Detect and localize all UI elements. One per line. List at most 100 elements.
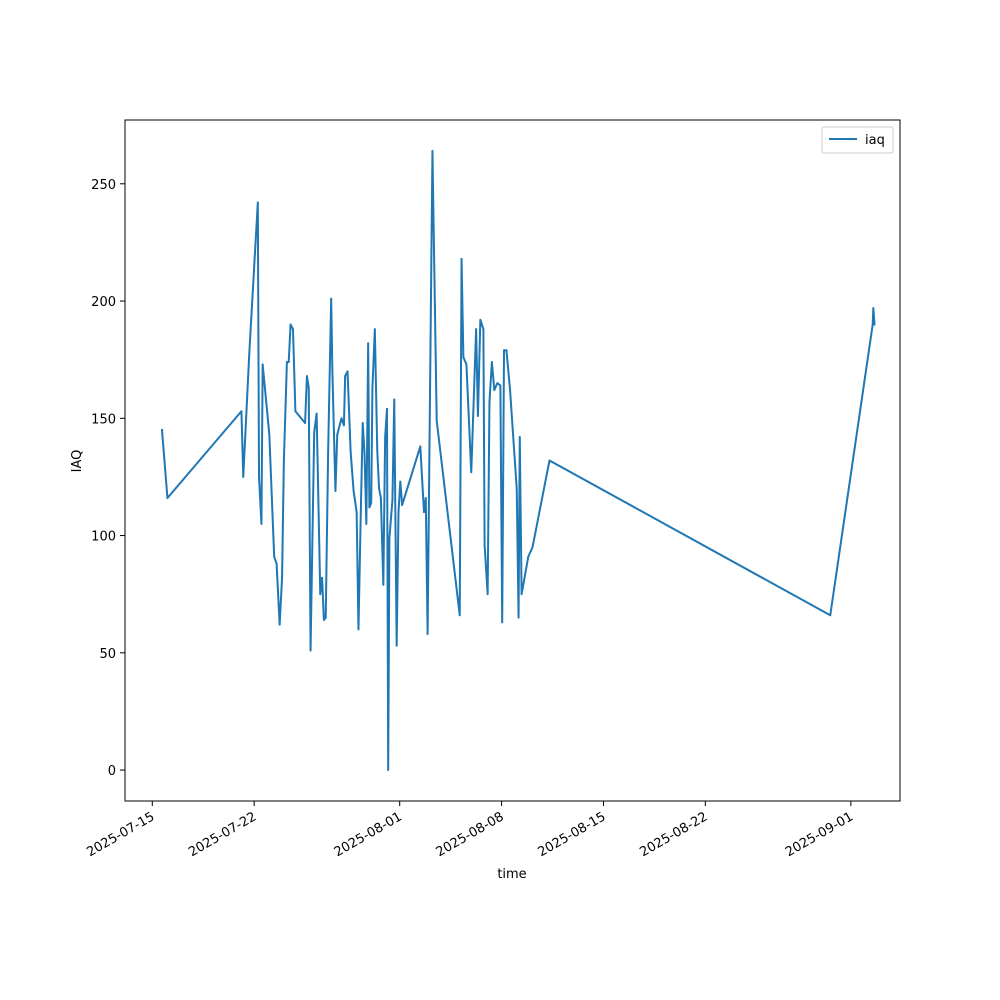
data-point [483,544,486,546]
data-point [460,257,463,260]
legend-label-iaq: iaq [865,133,885,148]
data-point [261,363,264,366]
data-point [401,504,404,506]
data-point [499,384,502,387]
y-tick-label: 150 [91,412,116,427]
data-point [388,536,391,539]
data-point [349,450,352,453]
data-point [294,410,297,413]
data-point [346,370,349,373]
x-axis-label: time [497,867,526,882]
data-point [518,436,521,438]
legend: iaq [821,126,894,154]
data-point [501,621,504,624]
data-point [465,363,468,366]
data-point [399,480,402,483]
data-point [871,323,874,326]
data-point [282,459,285,462]
data-point [515,487,518,490]
legend-box [821,126,894,154]
y-tick-label: 250 [91,178,116,193]
data-point [368,506,371,509]
data-point [357,628,360,631]
data-point [873,323,876,326]
data-point [309,649,312,652]
data-point [423,511,425,513]
data-point [479,318,482,321]
data-point [426,633,429,635]
data-point [373,328,376,331]
data-point [361,422,364,424]
data-point [355,511,358,513]
data-point [378,487,380,490]
data-point [475,328,478,331]
data-point [391,499,394,502]
data-point [386,408,388,410]
data-point [161,429,163,431]
data-point [240,410,243,413]
data-point [503,349,505,352]
data-point [458,614,461,617]
data-point [289,323,292,326]
data-point [431,150,434,152]
data-point [287,361,290,363]
data-point [327,450,330,453]
data-point [260,522,263,525]
series-layer [160,149,876,772]
data-point [382,583,385,586]
data-point [321,576,323,579]
data-point [520,593,523,596]
data-point [256,201,259,204]
data-point [365,522,368,525]
data-point [278,623,281,626]
data-point [872,307,875,309]
data-point [313,431,316,434]
data-point [324,616,327,619]
y-tick-label: 100 [91,530,116,545]
data-point [505,349,508,352]
data-point [829,614,832,617]
data-point [488,400,491,403]
data-point [397,511,400,513]
data-point [304,422,307,424]
data-point [306,375,308,377]
data-point [166,497,169,499]
data-point [286,361,288,363]
data-point [344,375,347,377]
data-point [323,619,325,621]
data-point [292,328,294,331]
data-point [517,616,520,619]
data-point [268,433,271,436]
data-point [462,356,465,359]
data-point [343,424,345,427]
data-point [393,398,396,401]
y-axis: 0 50 100 150 200 250 [91,178,125,779]
data-point [273,555,276,558]
data-point [370,501,373,504]
data-point [548,459,551,462]
data-point [496,382,499,385]
data-point [340,417,343,420]
data-point [435,419,438,422]
data-point [248,351,251,354]
y-tick-label: 0 [108,764,116,779]
data-point [527,555,530,558]
plot-background [125,120,900,801]
data-point [486,593,489,596]
data-point [376,450,379,453]
data-point [490,361,493,363]
y-tick-label: 200 [91,295,116,310]
y-axis-label: IAQ [70,450,85,473]
data-point [334,490,337,492]
data-point [477,415,479,417]
data-point [275,562,278,565]
y-tick-label: 50 [99,647,116,662]
data-point [395,644,398,647]
data-point [367,342,370,345]
data-point [307,386,310,389]
data-point [331,370,334,373]
data-point [509,389,511,392]
data-point [531,546,534,549]
data-point [242,476,245,478]
data-point [380,497,382,499]
